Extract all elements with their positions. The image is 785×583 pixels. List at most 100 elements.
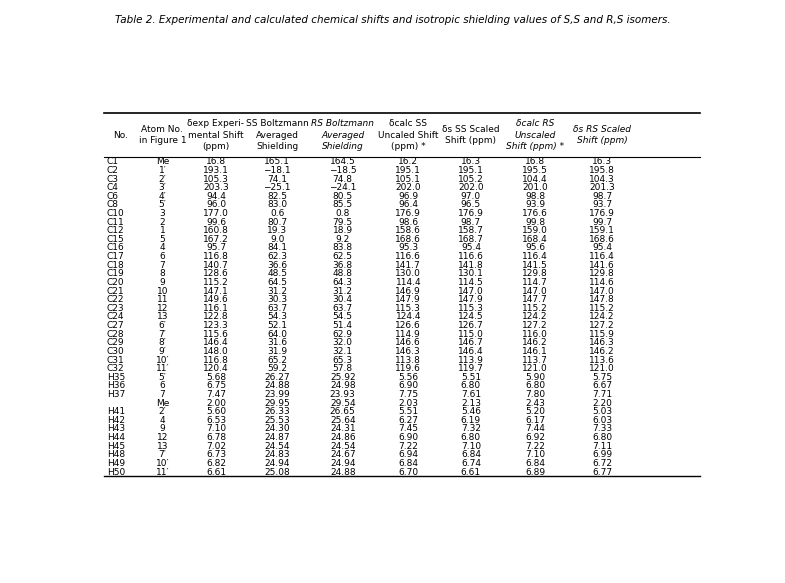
Text: 25.64: 25.64: [330, 416, 356, 425]
Text: C31: C31: [107, 356, 124, 364]
Text: 48.5: 48.5: [267, 269, 287, 278]
Text: C11: C11: [107, 217, 124, 227]
Text: 1: 1: [159, 226, 165, 236]
Text: 129.8: 129.8: [522, 269, 548, 278]
Text: 7.71: 7.71: [592, 390, 612, 399]
Text: 5.56: 5.56: [398, 373, 418, 382]
Text: 4: 4: [159, 244, 165, 252]
Text: 7.10: 7.10: [461, 442, 481, 451]
Text: −18.1: −18.1: [263, 166, 291, 175]
Text: 202.0: 202.0: [396, 183, 421, 192]
Text: 165.1: 165.1: [265, 157, 290, 166]
Text: 149.6: 149.6: [203, 295, 229, 304]
Text: 11: 11: [156, 295, 168, 304]
Text: 62.5: 62.5: [333, 252, 352, 261]
Text: 74.1: 74.1: [267, 174, 287, 184]
Text: 10′: 10′: [155, 459, 169, 468]
Text: 158.7: 158.7: [458, 226, 484, 236]
Text: 147.0: 147.0: [590, 287, 615, 296]
Text: 115.2: 115.2: [203, 278, 229, 287]
Text: 168.6: 168.6: [396, 235, 422, 244]
Text: 5′: 5′: [159, 201, 166, 209]
Text: 2.20: 2.20: [592, 399, 612, 408]
Text: 98.7: 98.7: [461, 217, 481, 227]
Text: H36: H36: [107, 381, 125, 391]
Text: 31.9: 31.9: [267, 347, 287, 356]
Text: 159.1: 159.1: [589, 226, 615, 236]
Text: 7.22: 7.22: [398, 442, 418, 451]
Text: δs SS Scaled
Shift (ppm): δs SS Scaled Shift (ppm): [442, 125, 500, 145]
Text: δs RS Scaled
Shift (ppm): δs RS Scaled Shift (ppm): [573, 125, 631, 145]
Text: 85.5: 85.5: [333, 201, 352, 209]
Text: 6.90: 6.90: [398, 381, 418, 391]
Text: 2.13: 2.13: [461, 399, 481, 408]
Text: 51.4: 51.4: [333, 321, 352, 330]
Text: C19: C19: [107, 269, 124, 278]
Text: 6.80: 6.80: [592, 433, 612, 442]
Text: 115.9: 115.9: [589, 330, 615, 339]
Text: 6.53: 6.53: [206, 416, 226, 425]
Text: 6.72: 6.72: [592, 459, 612, 468]
Text: 3′: 3′: [159, 183, 166, 192]
Text: H41: H41: [107, 408, 125, 416]
Text: 195.8: 195.8: [589, 166, 615, 175]
Text: 6′: 6′: [159, 321, 166, 330]
Text: C20: C20: [107, 278, 124, 287]
Text: 79.5: 79.5: [333, 217, 352, 227]
Text: 36.6: 36.6: [267, 261, 287, 270]
Text: C8: C8: [107, 201, 119, 209]
Text: 6.61: 6.61: [206, 468, 226, 476]
Text: 24.31: 24.31: [330, 424, 356, 434]
Text: 8: 8: [159, 269, 165, 278]
Text: 74.8: 74.8: [333, 174, 352, 184]
Text: C17: C17: [107, 252, 124, 261]
Text: 6.80: 6.80: [461, 433, 481, 442]
Text: 54.5: 54.5: [333, 312, 352, 321]
Text: 2.00: 2.00: [206, 399, 226, 408]
Text: 25.08: 25.08: [265, 468, 290, 476]
Text: 114.6: 114.6: [590, 278, 615, 287]
Text: 2′: 2′: [159, 174, 166, 184]
Text: 94.4: 94.4: [206, 192, 226, 201]
Text: 164.5: 164.5: [330, 157, 356, 166]
Text: 193.1: 193.1: [203, 166, 229, 175]
Text: 141.7: 141.7: [396, 261, 421, 270]
Text: 119.7: 119.7: [458, 364, 484, 373]
Text: 24.94: 24.94: [265, 459, 290, 468]
Text: 6.82: 6.82: [206, 459, 226, 468]
Text: H44: H44: [107, 433, 125, 442]
Text: 99.8: 99.8: [525, 217, 545, 227]
Text: 176.9: 176.9: [396, 209, 422, 218]
Text: 23.99: 23.99: [265, 390, 290, 399]
Text: 122.8: 122.8: [203, 312, 228, 321]
Text: 19.3: 19.3: [267, 226, 287, 236]
Text: 2.03: 2.03: [398, 399, 418, 408]
Text: 121.0: 121.0: [522, 364, 548, 373]
Text: 16.8: 16.8: [206, 157, 226, 166]
Text: 30.3: 30.3: [267, 295, 287, 304]
Text: 32.0: 32.0: [333, 338, 352, 347]
Text: 5.68: 5.68: [206, 373, 226, 382]
Text: 7.47: 7.47: [206, 390, 226, 399]
Text: 54.3: 54.3: [267, 312, 287, 321]
Text: 6: 6: [159, 252, 165, 261]
Text: 116.6: 116.6: [396, 252, 422, 261]
Text: 129.8: 129.8: [590, 269, 615, 278]
Text: 80.7: 80.7: [267, 217, 287, 227]
Text: 130.1: 130.1: [458, 269, 484, 278]
Text: 31.6: 31.6: [267, 338, 287, 347]
Text: C32: C32: [107, 364, 124, 373]
Text: 115.0: 115.0: [458, 330, 484, 339]
Text: 7.11: 7.11: [592, 442, 612, 451]
Text: 57.8: 57.8: [333, 364, 352, 373]
Text: 98.8: 98.8: [525, 192, 545, 201]
Text: 146.7: 146.7: [458, 338, 484, 347]
Text: 6.84: 6.84: [461, 450, 481, 459]
Text: 5.90: 5.90: [525, 373, 545, 382]
Text: Atom No.
in Figure 1: Atom No. in Figure 1: [138, 125, 186, 145]
Text: C23: C23: [107, 304, 124, 313]
Text: 6.90: 6.90: [398, 433, 418, 442]
Text: 168.6: 168.6: [589, 235, 615, 244]
Text: δcalc RS
Unscaled
Shift (ppm) *: δcalc RS Unscaled Shift (ppm) *: [506, 120, 564, 150]
Text: 195.1: 195.1: [396, 166, 422, 175]
